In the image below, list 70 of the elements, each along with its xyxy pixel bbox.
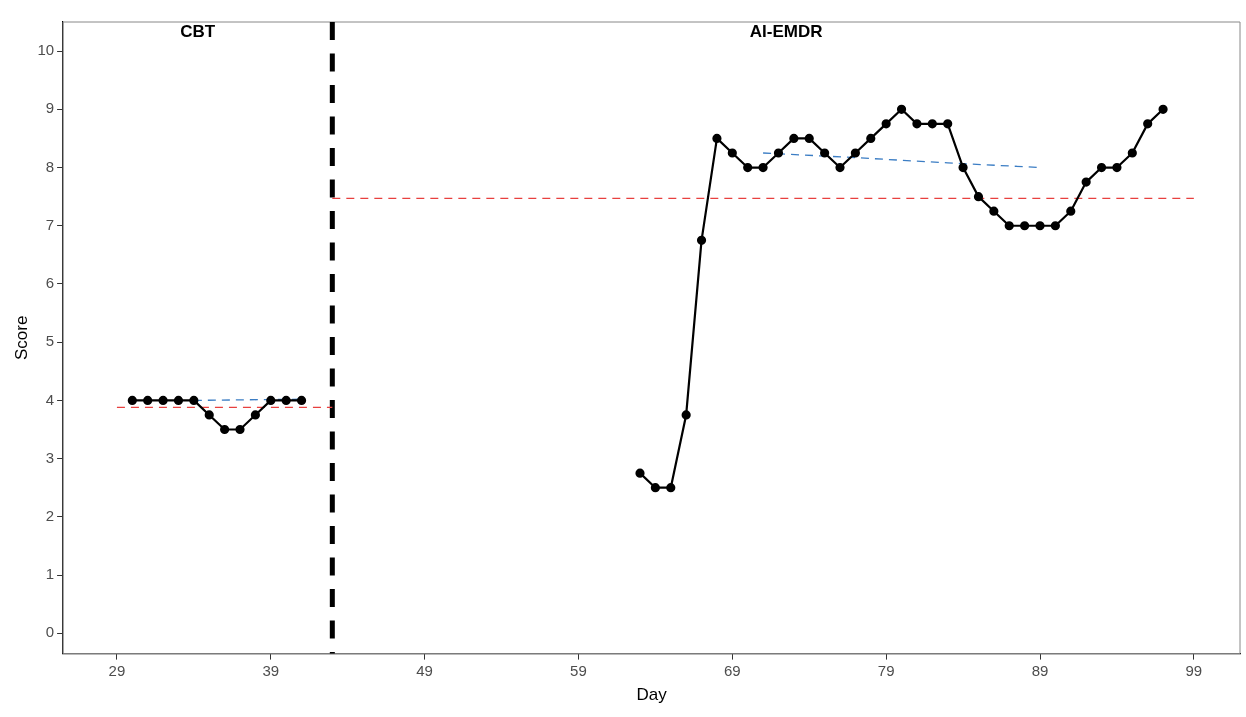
point — [896, 104, 907, 114]
point — [143, 395, 153, 405]
point — [127, 395, 137, 405]
point — [881, 119, 891, 129]
point — [220, 424, 230, 435]
point — [1127, 148, 1137, 158]
y-tick-label: 7 — [45, 215, 55, 233]
point — [820, 148, 830, 158]
point — [973, 192, 984, 202]
y-tick-label: 6 — [45, 274, 55, 292]
point — [1081, 177, 1091, 187]
annotation: CBT — [180, 21, 216, 41]
point — [712, 133, 722, 144]
x-axis-title: Day — [636, 685, 668, 705]
point — [204, 410, 214, 420]
y-tick-label: 3 — [45, 448, 55, 466]
x-tick-label: 99 — [1185, 661, 1203, 679]
point — [773, 148, 784, 158]
point — [789, 133, 799, 144]
point — [850, 148, 860, 158]
point — [296, 395, 307, 405]
y-tick-label: 9 — [45, 99, 55, 117]
y-tick-label: 0 — [45, 623, 55, 641]
point — [266, 395, 276, 405]
point — [1066, 206, 1076, 216]
point — [189, 395, 199, 405]
point — [1050, 221, 1060, 231]
y-tick-label: 5 — [45, 332, 55, 350]
point — [235, 424, 245, 435]
point — [1158, 104, 1168, 114]
x-tick-label: 39 — [262, 661, 280, 679]
point — [250, 410, 260, 420]
annotation: AI-EMDR — [749, 21, 823, 41]
point — [1112, 162, 1122, 173]
point — [743, 162, 753, 173]
point — [989, 206, 999, 216]
point — [681, 410, 691, 420]
point — [912, 119, 922, 129]
y-tick-label: 1 — [45, 565, 55, 583]
y-tick-label: 4 — [45, 390, 55, 408]
point — [727, 148, 737, 158]
point — [927, 119, 937, 129]
point — [650, 483, 660, 493]
y-axis-title: Score — [11, 315, 31, 361]
point — [1020, 221, 1030, 231]
point — [958, 162, 968, 173]
point — [835, 162, 845, 173]
point — [666, 483, 676, 493]
point — [1143, 119, 1153, 129]
point — [1004, 221, 1014, 231]
point — [158, 395, 168, 405]
point — [1096, 162, 1107, 173]
x-tick-label: 49 — [416, 661, 433, 679]
x-tick-label: 89 — [1031, 661, 1049, 679]
x-tick-label: 59 — [570, 661, 587, 679]
x-tick-label: 29 — [108, 661, 126, 679]
point — [635, 468, 645, 478]
point — [943, 119, 953, 129]
point — [1035, 221, 1045, 231]
y-tick-label: 8 — [45, 157, 55, 175]
y-tick-label: 2 — [45, 506, 55, 524]
point — [173, 395, 184, 405]
point — [758, 162, 768, 173]
point — [281, 395, 291, 405]
x-tick-label: 79 — [877, 661, 895, 679]
point — [804, 133, 814, 144]
point — [866, 133, 876, 144]
point — [696, 235, 707, 245]
y-tick-label: 10 — [37, 41, 55, 59]
x-tick-label: 69 — [723, 661, 741, 679]
